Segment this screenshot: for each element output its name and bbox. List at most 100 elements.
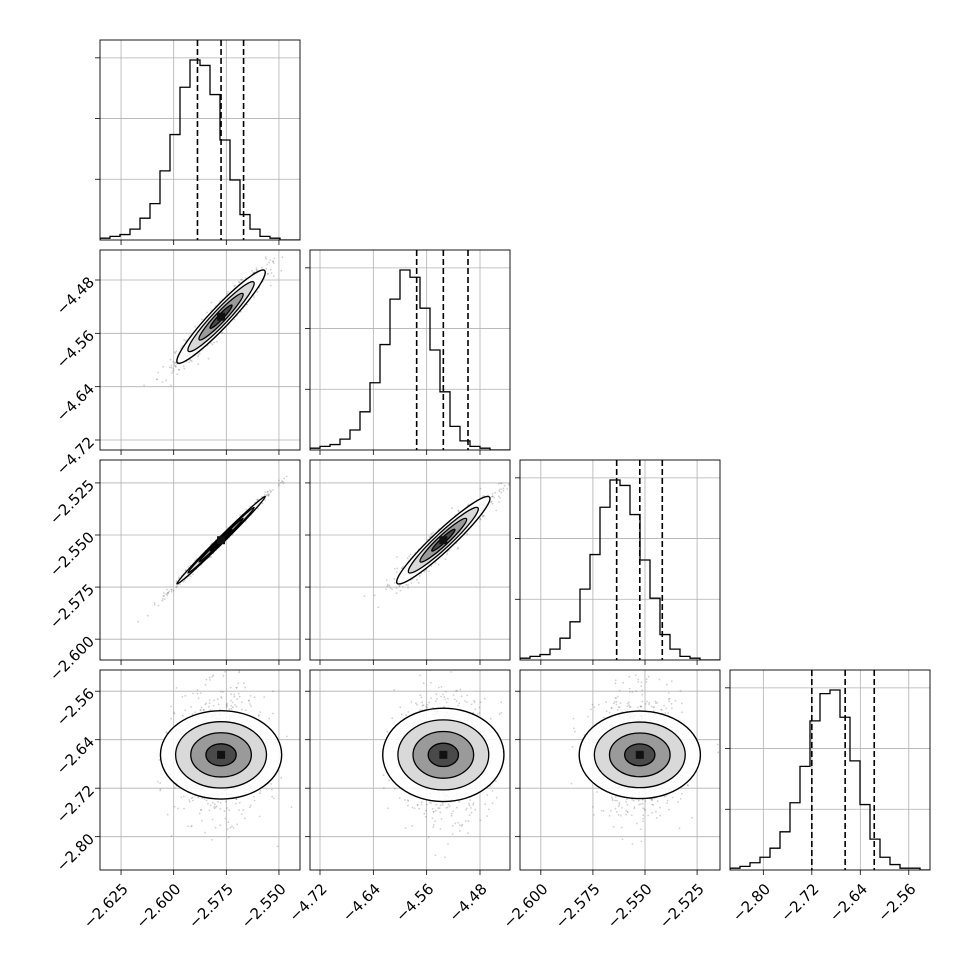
point — [386, 730, 389, 733]
point — [450, 814, 453, 817]
point — [432, 810, 435, 813]
point — [388, 779, 390, 782]
point — [389, 587, 392, 589]
point — [251, 269, 254, 272]
point — [467, 832, 469, 835]
point — [466, 701, 468, 704]
point — [198, 812, 201, 815]
point — [205, 678, 208, 681]
point — [201, 318, 203, 321]
point — [651, 798, 653, 801]
point — [204, 831, 207, 834]
point — [435, 693, 438, 696]
point — [282, 482, 285, 485]
point — [407, 804, 409, 807]
point — [425, 705, 427, 708]
point — [170, 588, 173, 591]
point — [667, 692, 670, 694]
point — [456, 806, 458, 809]
panel-frame-2-2 — [519, 459, 721, 661]
xtick-label-1-3: −4.48 — [446, 880, 491, 925]
point — [253, 799, 256, 802]
point — [228, 809, 231, 812]
point — [470, 703, 473, 706]
point — [665, 707, 668, 710]
point — [238, 671, 240, 674]
point — [204, 703, 207, 706]
histogram-1 — [310, 269, 510, 450]
point — [213, 341, 216, 344]
point — [615, 697, 617, 699]
point — [651, 803, 654, 806]
point — [430, 532, 433, 535]
point — [190, 797, 193, 800]
point — [188, 800, 191, 803]
point — [192, 692, 195, 695]
point — [153, 603, 156, 606]
point — [210, 556, 212, 558]
point — [220, 696, 223, 698]
point — [165, 731, 168, 734]
point — [466, 533, 469, 535]
point — [231, 825, 233, 828]
point — [439, 811, 442, 814]
point — [393, 787, 396, 790]
point — [165, 379, 168, 382]
point — [238, 809, 240, 811]
point — [226, 706, 228, 709]
point — [265, 257, 268, 260]
point — [457, 546, 460, 549]
point — [429, 801, 431, 803]
panel-frame-1-0 — [99, 249, 301, 451]
point — [267, 494, 270, 497]
point — [230, 699, 232, 702]
point — [165, 593, 168, 596]
point — [200, 809, 203, 811]
point — [271, 260, 274, 263]
point — [615, 799, 618, 802]
point — [178, 368, 180, 371]
point — [443, 706, 446, 708]
point — [217, 703, 220, 706]
point — [161, 598, 164, 600]
point — [247, 699, 250, 702]
point — [257, 498, 259, 501]
point — [387, 583, 389, 586]
point — [171, 372, 173, 374]
histogram-2 — [520, 479, 720, 660]
point — [490, 495, 493, 498]
point — [434, 809, 437, 812]
point — [178, 368, 180, 371]
point — [479, 518, 482, 521]
point — [457, 821, 459, 824]
point — [236, 823, 239, 826]
point — [268, 261, 270, 264]
point — [416, 703, 418, 706]
point — [494, 491, 497, 494]
panel-frame-1-1 — [309, 249, 511, 451]
point — [420, 696, 423, 699]
point — [219, 824, 222, 826]
point — [211, 654, 213, 656]
point — [382, 774, 385, 776]
point — [264, 499, 266, 501]
panel-1-1 — [305, 249, 511, 455]
point — [473, 700, 475, 702]
point — [447, 843, 449, 845]
point — [642, 817, 645, 820]
point — [240, 708, 243, 711]
point — [268, 489, 271, 492]
point — [479, 701, 482, 703]
point — [464, 819, 467, 822]
point — [432, 810, 435, 813]
point — [410, 700, 413, 703]
point — [490, 500, 493, 503]
point — [235, 705, 238, 708]
point — [406, 557, 409, 560]
point — [444, 856, 446, 859]
point — [407, 800, 410, 802]
point — [253, 296, 255, 299]
point — [257, 714, 260, 716]
point — [459, 829, 461, 832]
point — [663, 795, 666, 798]
